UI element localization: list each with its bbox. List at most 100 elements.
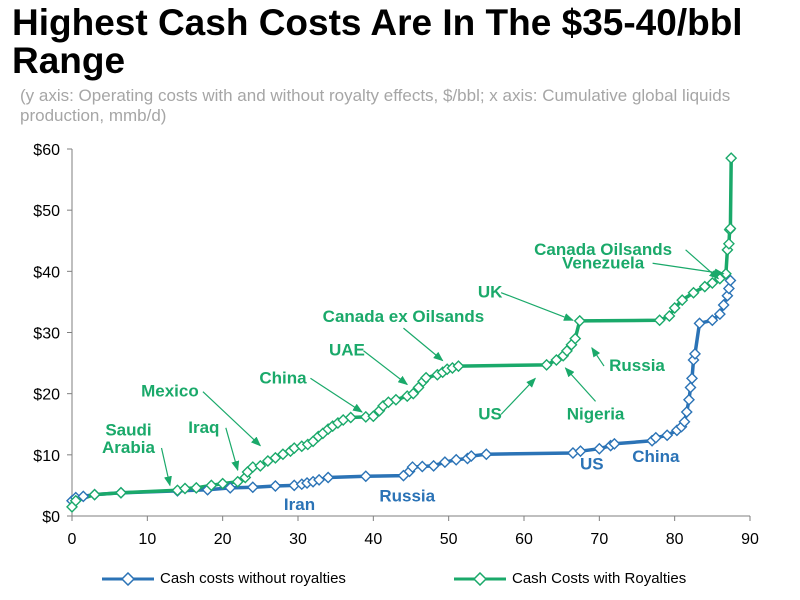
data-point-series-0 [450,453,463,466]
data-point-series-1 [653,314,666,327]
data-point-series-0 [689,347,701,360]
data-point-series-0 [608,437,621,450]
data-point-series-1 [114,486,127,499]
annotation-label: UK [478,283,503,302]
chart-legend: Cash costs without royalties Cash Costs … [0,568,800,592]
y-tick-label: $50 [33,203,60,220]
data-point-series-0 [686,372,698,385]
data-point-series-0 [713,308,726,321]
annotation-arrow [591,346,605,367]
data-point-series-0 [359,470,372,483]
annotation-arrow [363,350,409,386]
y-tick-label: $30 [33,326,60,343]
x-tick-label: 40 [364,531,382,548]
data-point-series-1 [88,488,101,501]
y-tick-label: $10 [33,448,60,465]
legend-label-without-royalties: Cash costs without royalties [160,570,346,587]
data-point-series-0 [693,317,706,330]
y-tick-label: $20 [33,387,60,404]
data-point-series-0 [680,406,693,419]
data-point-series-0 [717,298,730,311]
x-tick-label: 70 [590,531,608,548]
x-tick-label: 20 [214,531,232,548]
data-point-series-1 [344,411,357,424]
data-point-series-1 [698,280,711,293]
data-point-series-0 [438,456,451,469]
data-point-series-0 [313,473,326,486]
data-point-series-1 [254,459,267,472]
data-point-series-1 [725,152,738,165]
data-point-series-1 [540,358,553,371]
y-tick-label: $60 [33,142,60,159]
data-point-series-1 [407,387,420,400]
data-point-series-0 [682,393,695,406]
annotation-arrow [564,367,597,402]
data-point-series-0 [246,481,259,494]
data-point-series-0 [480,448,493,461]
legend-swatch-blue [102,571,154,586]
data-point-series-0 [322,471,335,484]
data-point-series-1 [452,360,465,373]
data-point-series-0 [77,490,90,503]
annotation-label: Iran [284,495,315,514]
annotation-label: Russia [379,486,435,505]
x-tick-label: 10 [138,531,156,548]
annotation-label: Canada ex Oilsands [323,307,485,326]
data-point-series-0 [593,442,606,455]
data-point-series-0 [722,282,735,295]
data-point-series-0 [649,431,662,444]
data-point-series-1 [179,482,191,495]
annotation-label: US [580,455,604,474]
legend-label-with-royalties: Cash Costs with Royalties [512,570,687,587]
annotation-arrow [225,427,240,472]
data-point-series-1 [687,286,700,299]
data-point-series-1 [663,309,676,322]
legend-item-with-royalties: Cash Costs with Royalties [452,570,686,587]
x-tick-label: 90 [741,531,759,548]
chart-title: Highest Cash Costs Are In The $35-40/bbl… [12,2,743,81]
annotation-arrow [500,377,536,415]
annotation-arrow [310,377,363,413]
data-point-series-1 [190,481,203,494]
annotation-label: Russia [609,356,665,375]
data-point-series-1 [724,222,737,235]
data-point-series-1 [420,371,433,384]
data-point-series-0 [661,429,674,442]
legend-swatch-green [454,571,506,586]
chart-axes: $0 $10 $20 $30 $40 $50 $60 0 10 20 30 40 50 60 70 80 90 [33,142,759,548]
data-point-series-1 [573,314,586,327]
annotation-label: China [259,368,307,387]
data-point-series-1 [722,237,735,250]
data-point-series-1 [231,475,244,488]
x-tick-label: 80 [666,531,684,548]
data-point-series-0 [224,481,237,494]
data-point-series-1 [676,294,689,307]
data-point-series-0 [724,274,737,287]
data-point-series-1 [550,354,563,367]
data-point-series-0 [427,459,440,472]
data-point-series-0 [269,480,282,493]
y-tick-label: $40 [33,264,60,281]
x-tick-label: 60 [515,531,533,548]
annotation-arrow [500,292,574,321]
chart-subtitle: (y axis: Operating costs with and withou… [20,86,731,125]
data-point-series-0 [678,415,691,428]
annotation-label: US [478,404,502,423]
data-point-series-1 [569,332,582,345]
annotation-label: UAE [329,341,365,360]
data-point-series-1 [269,451,282,464]
annotation-label: Arabia [102,438,155,457]
data-point-series-1 [367,410,380,423]
data-point-series-0 [406,461,419,474]
x-tick-label: 0 [68,531,77,548]
data-point-series-1 [668,302,681,315]
x-tick-label: 50 [440,531,458,548]
annotation-arrow [685,249,720,280]
annotation-label: Saudi [105,420,151,439]
annotation-label: Canada Oilsands [534,240,672,259]
data-point-series-1 [389,393,402,406]
chart-series [66,152,738,513]
y-tick-label: $0 [42,509,60,526]
data-point-series-0 [416,460,429,473]
